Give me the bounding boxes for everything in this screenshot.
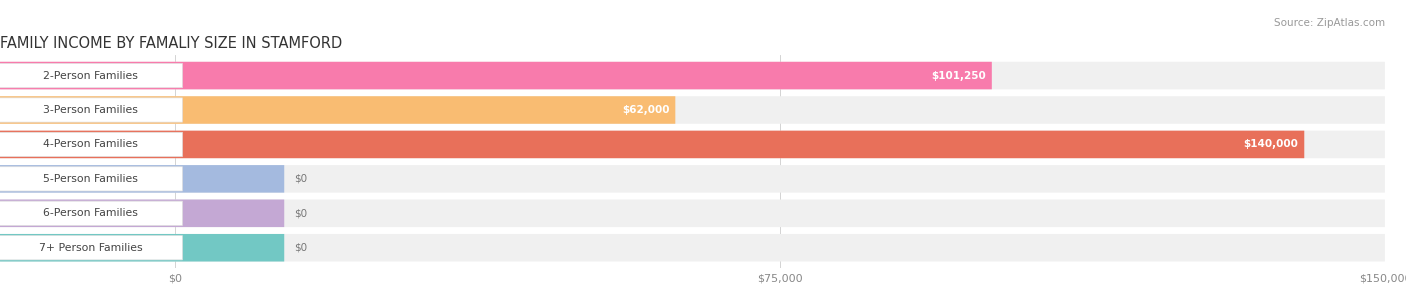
Text: $0: $0 — [294, 243, 307, 253]
FancyBboxPatch shape — [0, 234, 1385, 261]
Text: $62,000: $62,000 — [621, 105, 669, 115]
FancyBboxPatch shape — [0, 132, 183, 156]
Text: 3-Person Families: 3-Person Families — [44, 105, 138, 115]
FancyBboxPatch shape — [0, 96, 675, 124]
Text: $101,250: $101,250 — [931, 70, 986, 81]
Text: $0: $0 — [294, 208, 307, 218]
FancyBboxPatch shape — [0, 62, 991, 89]
Text: $140,000: $140,000 — [1243, 139, 1298, 149]
FancyBboxPatch shape — [0, 201, 183, 225]
Text: 4-Person Families: 4-Person Families — [44, 139, 138, 149]
Text: 7+ Person Families: 7+ Person Families — [38, 243, 142, 253]
FancyBboxPatch shape — [0, 131, 1385, 158]
FancyBboxPatch shape — [0, 167, 183, 191]
Text: FAMILY INCOME BY FAMALIY SIZE IN STAMFORD: FAMILY INCOME BY FAMALIY SIZE IN STAMFOR… — [0, 36, 342, 51]
FancyBboxPatch shape — [0, 62, 1385, 89]
Text: Source: ZipAtlas.com: Source: ZipAtlas.com — [1274, 18, 1385, 28]
FancyBboxPatch shape — [0, 199, 284, 227]
FancyBboxPatch shape — [0, 236, 183, 260]
Text: 5-Person Families: 5-Person Families — [44, 174, 138, 184]
FancyBboxPatch shape — [0, 165, 1385, 193]
Text: 6-Person Families: 6-Person Families — [44, 208, 138, 218]
FancyBboxPatch shape — [0, 131, 1305, 158]
FancyBboxPatch shape — [0, 199, 1385, 227]
Text: 2-Person Families: 2-Person Families — [44, 70, 138, 81]
FancyBboxPatch shape — [0, 165, 284, 193]
FancyBboxPatch shape — [0, 96, 1385, 124]
Text: $0: $0 — [294, 174, 307, 184]
FancyBboxPatch shape — [0, 63, 183, 88]
FancyBboxPatch shape — [0, 98, 183, 122]
FancyBboxPatch shape — [0, 234, 284, 261]
